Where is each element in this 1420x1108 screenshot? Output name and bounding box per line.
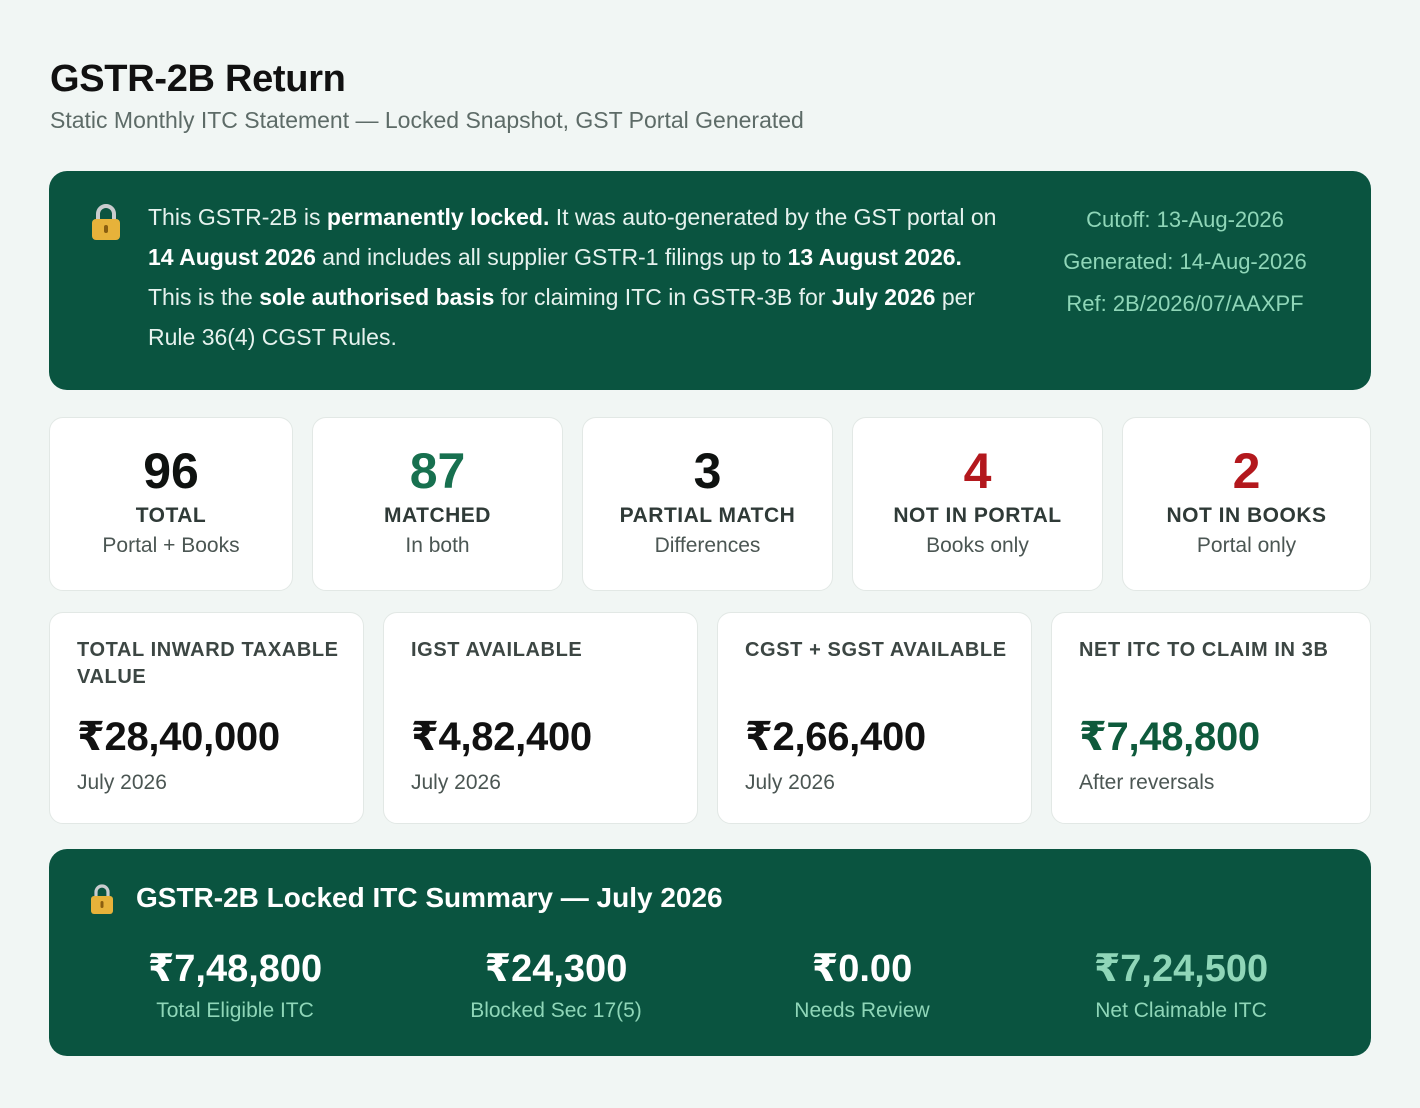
itc-summary-panel: GSTR-2B Locked ITC Summary — July 2026 ₹…	[49, 849, 1371, 1056]
value-card-cgst-sgst: CGST + SGST AVAILABLE ₹2,66,400 July 202…	[717, 612, 1032, 824]
lock-icon	[92, 204, 120, 240]
banner-emphasis-locked: permanently locked.	[326, 204, 550, 230]
count-card-not-in-portal: 4 NOT IN PORTAL Books only	[852, 417, 1103, 591]
value-period: July 2026	[411, 771, 501, 794]
value-label: TOTAL INWARD TAXABLE VALUE	[77, 639, 339, 688]
summary-amount: ₹0.00	[811, 948, 913, 990]
banner-message: This GSTR-2B is permanently locked. It w…	[148, 197, 1010, 357]
lock-icon	[91, 884, 113, 914]
summary-net-claimable-itc: ₹7,24,500 Net Claimable ITC	[1031, 945, 1331, 1023]
count-label: PARTIAL MATCH	[619, 504, 796, 527]
summary-amount: ₹24,300	[484, 948, 628, 990]
banner-text-2: It was auto-generated by the GST portal …	[549, 204, 997, 230]
count-label: NOT IN BOOKS	[1166, 504, 1327, 527]
count-value: 2	[1232, 443, 1261, 499]
count-label: TOTAL	[135, 504, 207, 527]
banner-text-3: and includes all supplier GSTR-1 filings…	[315, 244, 788, 270]
page-title: GSTR-2B Return	[50, 58, 346, 100]
count-sublabel: In both	[405, 534, 470, 557]
count-sublabel: Books only	[926, 534, 1029, 557]
value-amount: ₹4,82,400	[411, 715, 592, 759]
locked-banner: This GSTR-2B is permanently locked. It w…	[49, 171, 1371, 390]
banner-text-4: This is the	[148, 284, 260, 310]
count-sublabel: Portal only	[1196, 534, 1297, 557]
banner-emphasis-cutoff-date: 13 August 2026.	[787, 244, 962, 270]
value-card-taxable-value: TOTAL INWARD TAXABLE VALUE ₹28,40,000 Ju…	[49, 612, 364, 824]
value-label: NET ITC TO CLAIM IN 3B	[1079, 639, 1329, 661]
summary-title: GSTR-2B Locked ITC Summary — July 2026	[136, 882, 723, 913]
value-amount: ₹7,48,800	[1079, 715, 1260, 759]
value-period: After reversals	[1079, 771, 1215, 794]
value-label: CGST + SGST AVAILABLE	[745, 639, 1007, 661]
cutoff-date: Cutoff: 13-Aug-2026	[1086, 207, 1284, 232]
count-label: NOT IN PORTAL	[893, 504, 1062, 527]
banner-emphasis-generated-date: 14 August 2026	[148, 244, 316, 270]
banner-meta: Cutoff: 13-Aug-2026 Generated: 14-Aug-20…	[1035, 199, 1335, 325]
count-sublabel: Portal + Books	[102, 534, 240, 557]
count-sublabel: Differences	[654, 534, 761, 557]
count-value: 96	[143, 443, 199, 499]
summary-label: Needs Review	[794, 999, 930, 1022]
count-card-partial-match: 3 PARTIAL MATCH Differences	[582, 417, 833, 591]
value-amount: ₹2,66,400	[745, 715, 926, 759]
summary-label: Blocked Sec 17(5)	[470, 999, 642, 1022]
value-period: July 2026	[77, 771, 167, 794]
banner-text-5: for claiming ITC in GSTR-3B for	[494, 284, 832, 310]
summary-needs-review: ₹0.00 Needs Review	[712, 945, 1012, 1023]
count-card-not-in-books: 2 NOT IN BOOKS Portal only	[1122, 417, 1371, 591]
summary-amount: ₹7,48,800	[147, 948, 323, 990]
summary-label: Total Eligible ITC	[156, 999, 314, 1022]
summary-label: Net Claimable ITC	[1095, 999, 1267, 1022]
count-card-matched: 87 MATCHED In both	[312, 417, 563, 591]
banner-text-1: This GSTR-2B is	[148, 204, 327, 230]
summary-amount: ₹7,24,500	[1093, 948, 1269, 990]
value-card-net-itc: NET ITC TO CLAIM IN 3B ₹7,48,800 After r…	[1051, 612, 1371, 824]
count-value: 3	[693, 443, 722, 499]
summary-blocked-itc: ₹24,300 Blocked Sec 17(5)	[406, 945, 706, 1023]
summary-total-eligible-itc: ₹7,48,800 Total Eligible ITC	[85, 945, 385, 1023]
banner-emphasis-basis: sole authorised basis	[259, 284, 495, 310]
value-label: IGST AVAILABLE	[411, 639, 583, 661]
banner-emphasis-period: July 2026	[831, 284, 936, 310]
value-period: July 2026	[745, 771, 835, 794]
count-value: 87	[409, 443, 466, 499]
count-label: MATCHED	[384, 504, 491, 527]
count-value: 4	[963, 443, 992, 499]
banner-text-6: per Rule 36(4) CGST Rules.	[148, 284, 976, 350]
page-subtitle: Static Monthly ITC Statement — Locked Sn…	[50, 107, 804, 133]
generated-date: Generated: 14-Aug-2026	[1063, 249, 1307, 274]
value-card-igst: IGST AVAILABLE ₹4,82,400 July 2026	[383, 612, 698, 824]
count-card-total: 96 TOTAL Portal + Books	[49, 417, 293, 591]
value-amount: ₹28,40,000	[77, 715, 280, 759]
reference-number: Ref: 2B/2026/07/AAXPF	[1066, 291, 1304, 316]
